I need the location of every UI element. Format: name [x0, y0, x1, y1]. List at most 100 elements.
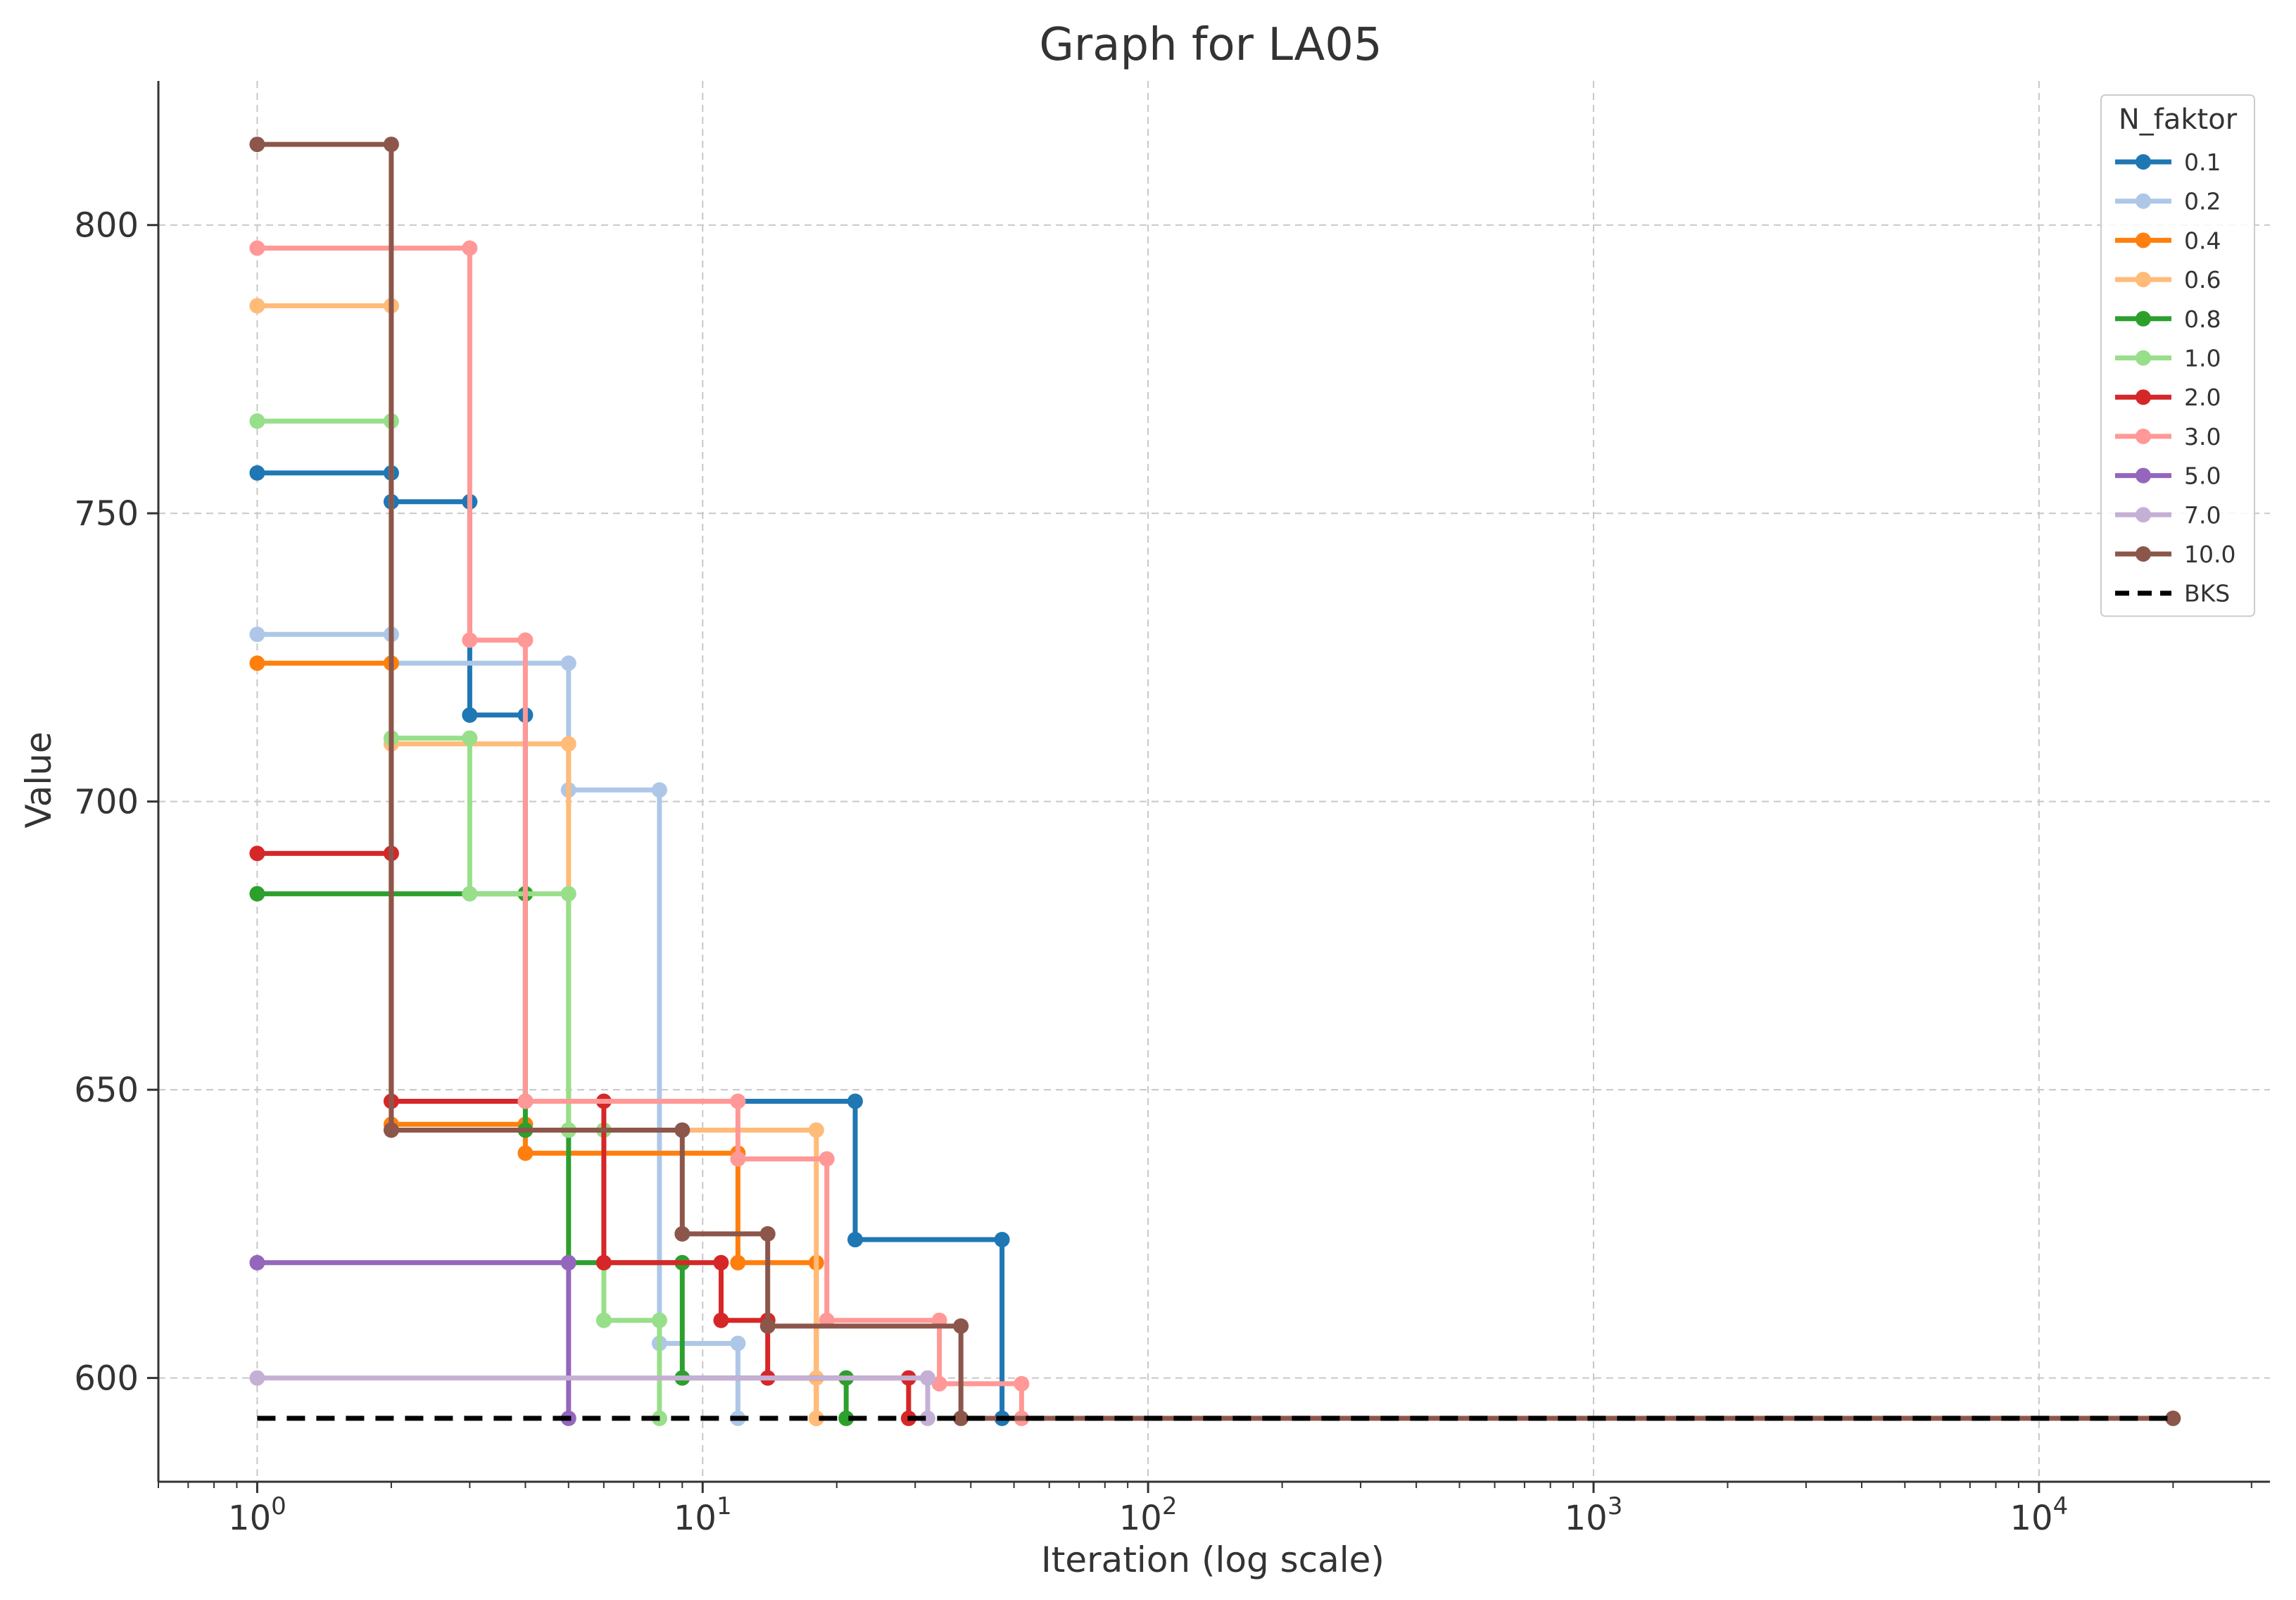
x-tick-base: 10	[228, 1499, 271, 1538]
data-point	[560, 1254, 576, 1271]
data-point	[462, 886, 478, 902]
legend-item-5.0: 5.0	[2115, 462, 2221, 490]
legend-item-3.0: 3.0	[2115, 423, 2221, 451]
data-point	[560, 886, 576, 902]
legend-swatch-marker	[2136, 546, 2151, 562]
data-point	[249, 413, 265, 429]
data-point	[994, 1232, 1010, 1248]
data-point	[953, 1410, 969, 1426]
data-point	[249, 845, 265, 862]
chart-title: Graph for LA05	[1039, 19, 1382, 71]
data-point	[249, 298, 265, 314]
legend-label: 0.6	[2184, 266, 2221, 294]
data-point	[383, 1122, 399, 1138]
legend-swatch-marker	[2136, 272, 2151, 288]
legend-item-0.8: 0.8	[2115, 305, 2221, 333]
data-point	[919, 1370, 935, 1386]
data-point	[730, 1151, 746, 1167]
y-axis-ticks: 600 650 700 750 800	[74, 206, 158, 1399]
data-point	[730, 1254, 746, 1271]
legend-swatch-marker	[2136, 507, 2151, 523]
x-tick-base: 10	[674, 1499, 717, 1538]
legend-label: 0.4	[2184, 227, 2221, 254]
data-point	[462, 730, 478, 746]
data-point	[953, 1318, 969, 1334]
legend-item-0.1: 0.1	[2115, 149, 2221, 176]
series-lines	[249, 137, 2181, 1426]
legend-label: 1.0	[2184, 345, 2221, 372]
data-point	[595, 1254, 612, 1271]
axes	[157, 81, 2270, 1483]
x-tick-base: 10	[1565, 1499, 1608, 1538]
legend-item-7.0: 7.0	[2115, 501, 2221, 529]
data-point	[919, 1410, 935, 1426]
data-point	[249, 1370, 265, 1386]
legend-item-10.0: 10.0	[2115, 541, 2235, 568]
data-point	[931, 1375, 947, 1392]
x-tick-base: 10	[1119, 1499, 1162, 1538]
legend-item-0.4: 0.4	[2115, 227, 2221, 254]
data-point	[808, 1122, 824, 1138]
y-tick-label: 800	[74, 206, 139, 246]
y-tick-label: 600	[74, 1359, 139, 1399]
legend-label: 0.2	[2184, 188, 2221, 215]
legend-item-bks: BKS	[2115, 580, 2230, 607]
data-point	[651, 782, 667, 798]
series-10.0	[249, 137, 2181, 1426]
legend-label: BKS	[2184, 580, 2230, 607]
x-tick-label: 100	[228, 1492, 286, 1538]
legend-swatch-marker	[2136, 310, 2151, 327]
data-point	[462, 240, 478, 256]
data-point	[730, 1335, 746, 1352]
data-point	[838, 1410, 854, 1426]
x-axis-label: Iteration (log scale)	[1041, 1539, 1384, 1580]
legend-item-0.6: 0.6	[2115, 266, 2221, 294]
y-tick-label: 750	[74, 494, 139, 534]
data-point	[595, 1312, 612, 1328]
data-point	[462, 632, 478, 648]
legend-label: 7.0	[2184, 501, 2221, 529]
legend-swatch-marker	[2136, 467, 2151, 484]
data-point	[517, 632, 534, 648]
legend-label: 0.8	[2184, 305, 2221, 333]
legend-swatch-marker	[2136, 193, 2151, 209]
data-point	[249, 240, 265, 256]
legend-swatch-marker	[2136, 428, 2151, 444]
x-tick-exponent: 1	[717, 1492, 732, 1520]
data-point	[249, 137, 265, 153]
legend-label: 3.0	[2184, 423, 2221, 451]
legend-label: 0.1	[2184, 149, 2221, 176]
legend-item-2.0: 2.0	[2115, 384, 2221, 411]
data-point	[819, 1151, 835, 1167]
data-point	[383, 137, 399, 153]
legend-title: N_faktor	[2119, 103, 2238, 136]
x-tick-base: 10	[2010, 1499, 2052, 1538]
data-point	[847, 1093, 863, 1109]
data-point	[759, 1226, 776, 1242]
legend-swatch-marker	[2136, 232, 2151, 248]
x-tick-label: 103	[1565, 1492, 1623, 1538]
data-point	[730, 1093, 746, 1109]
data-point	[651, 1312, 667, 1328]
data-point	[713, 1312, 729, 1328]
data-point	[808, 1410, 824, 1426]
data-point	[847, 1232, 863, 1248]
data-point	[674, 1122, 690, 1138]
x-tick-label: 101	[674, 1492, 732, 1538]
legend-swatch-marker	[2136, 350, 2151, 366]
x-tick-exponent: 4	[2053, 1492, 2069, 1520]
x-tick-exponent: 2	[1162, 1492, 1178, 1520]
data-point	[249, 626, 265, 643]
series-7.0	[249, 1370, 935, 1426]
series-line	[257, 141, 2174, 1421]
legend-item-1.0: 1.0	[2115, 345, 2221, 372]
y-tick-label: 650	[74, 1071, 139, 1110]
x-tick-label: 104	[2010, 1492, 2068, 1538]
data-point	[2165, 1410, 2181, 1426]
data-point	[560, 736, 576, 752]
legend-label: 5.0	[2184, 462, 2221, 490]
legend-item-0.2: 0.2	[2115, 188, 2221, 215]
data-point	[249, 1254, 265, 1271]
grid-lines	[158, 81, 2270, 1482]
